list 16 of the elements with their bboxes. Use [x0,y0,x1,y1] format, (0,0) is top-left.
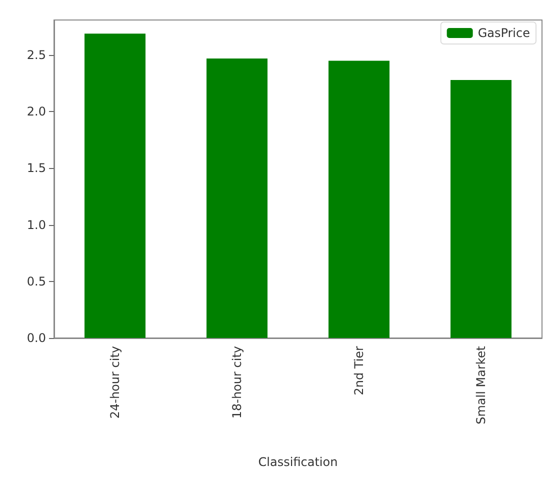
y-tick-label: 0.0 [26,331,46,345]
x-tick-label: 2nd Tier [352,346,366,396]
x-tick-label: 18-hour city [230,346,244,419]
y-tick-label: 0.5 [26,274,46,288]
bar [206,58,268,338]
x-tick-label: Small Market [474,346,488,424]
x-tick-label: 24-hour city [108,346,122,419]
y-tick-label: 1.0 [26,218,46,232]
x-axis-title: Classification [258,455,338,469]
bar [328,60,390,338]
y-tick-label: 1.5 [26,161,46,176]
bar [450,80,512,338]
y-tick-label: 2.5 [26,48,46,62]
bar [84,34,146,338]
y-tick-label: 2.0 [26,104,46,119]
legend-label: GasPrice [478,26,530,40]
